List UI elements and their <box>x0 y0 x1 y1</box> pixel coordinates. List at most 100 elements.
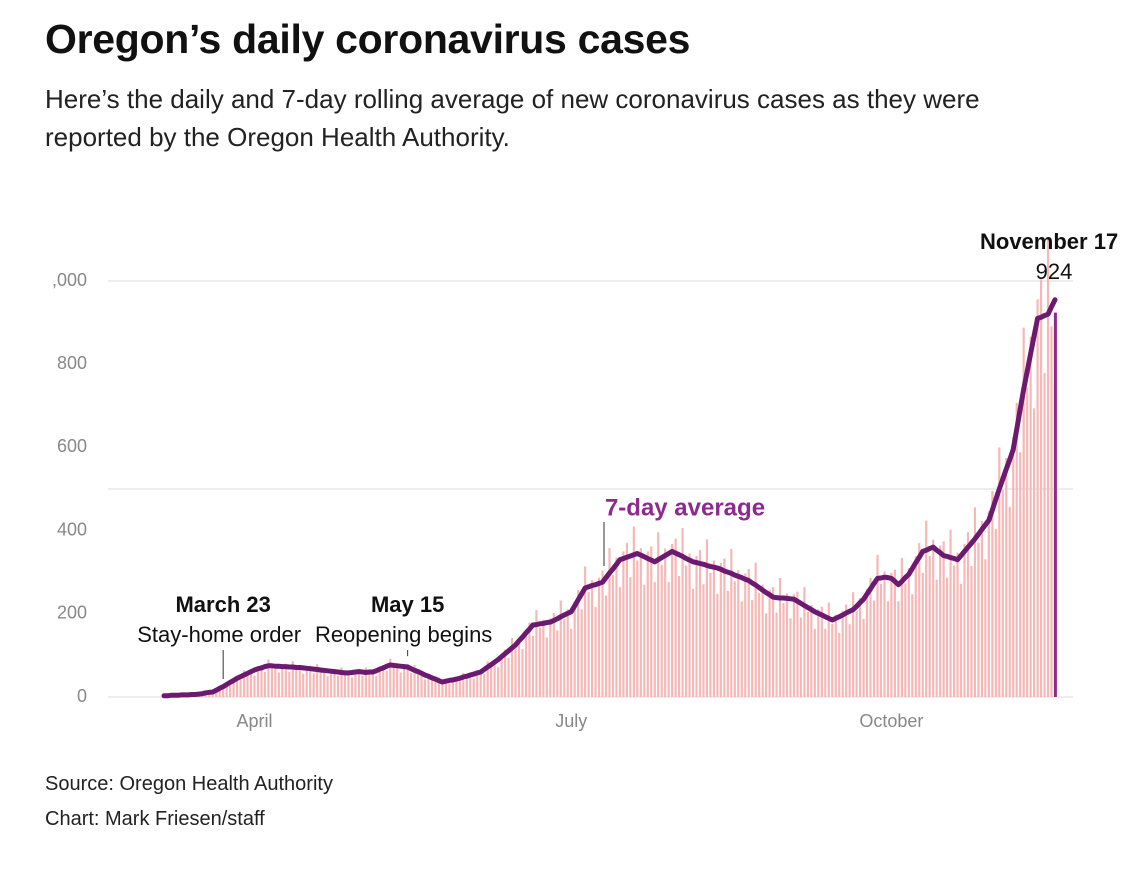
bar <box>646 551 649 697</box>
bar <box>312 673 315 697</box>
bar <box>803 587 806 697</box>
bar <box>556 630 559 697</box>
bar <box>740 601 743 697</box>
x-tick-label: April <box>236 711 272 731</box>
bar <box>925 520 928 697</box>
bar <box>845 604 848 697</box>
bar <box>737 570 740 697</box>
bar <box>719 563 722 697</box>
bar <box>758 593 761 697</box>
bar <box>559 600 562 697</box>
bar <box>316 664 319 697</box>
bar <box>378 667 381 697</box>
bar <box>653 582 656 697</box>
bar <box>253 675 256 697</box>
bar <box>949 529 952 697</box>
bar <box>712 560 716 697</box>
bar <box>897 601 900 697</box>
bar <box>284 663 287 697</box>
bar <box>1012 437 1015 697</box>
bar <box>1019 452 1022 697</box>
bar <box>1033 408 1036 697</box>
bar <box>855 610 858 697</box>
bar <box>984 559 987 697</box>
bar <box>1029 336 1032 697</box>
bar <box>611 575 615 697</box>
bar <box>747 568 750 697</box>
bar <box>594 607 597 697</box>
daily-bars <box>162 237 1057 697</box>
bar <box>357 669 361 697</box>
bar <box>771 587 775 697</box>
bar <box>281 664 284 697</box>
bar <box>218 686 221 697</box>
bar <box>991 491 994 697</box>
bar <box>664 548 667 697</box>
bar <box>260 664 263 697</box>
bar <box>580 609 583 697</box>
x-tick-label: October <box>859 711 923 731</box>
bar <box>946 577 949 697</box>
bar <box>778 578 782 697</box>
chart-subtitle: Here’s the daily and 7-day rolling avera… <box>45 84 980 152</box>
bar <box>1005 457 1008 697</box>
bar <box>956 552 959 697</box>
bar <box>538 627 541 697</box>
bar <box>765 613 768 697</box>
source-note: Source: Oregon Health Authority <box>45 773 333 795</box>
bar <box>615 557 618 697</box>
bar <box>650 546 653 697</box>
bar <box>636 560 639 697</box>
bar <box>625 543 629 697</box>
bar <box>399 672 402 697</box>
bar <box>671 543 674 697</box>
y-tick-label: 400 <box>57 519 87 539</box>
bar <box>782 602 785 697</box>
bar <box>416 672 420 697</box>
bar <box>831 623 834 697</box>
bar <box>483 673 486 697</box>
bar <box>382 664 385 697</box>
bar <box>469 673 472 697</box>
bar <box>517 637 521 697</box>
bar <box>761 584 764 697</box>
bar <box>597 577 601 697</box>
bar <box>698 550 702 697</box>
bar <box>852 592 855 697</box>
bar <box>385 670 388 697</box>
bar <box>410 672 413 697</box>
bar <box>817 609 820 697</box>
bar <box>563 619 566 697</box>
bar <box>838 632 841 697</box>
bar <box>643 584 646 697</box>
bar <box>552 612 555 697</box>
bar <box>434 681 437 697</box>
bar <box>451 679 454 697</box>
bar <box>403 664 406 697</box>
bar <box>437 677 441 697</box>
bar <box>678 575 681 697</box>
bar <box>681 528 684 697</box>
y-tick-label: 600 <box>57 436 87 456</box>
bar <box>980 521 984 697</box>
bar <box>326 676 329 697</box>
bar <box>309 665 312 697</box>
bar <box>406 664 409 697</box>
bar <box>872 600 876 697</box>
bar <box>820 606 823 697</box>
bar <box>590 580 594 697</box>
bar <box>632 526 635 697</box>
bar <box>998 447 1001 697</box>
bar <box>1039 279 1043 697</box>
bar <box>667 582 670 697</box>
bar <box>577 590 580 697</box>
bar <box>726 590 729 697</box>
bar <box>267 659 270 697</box>
bar <box>862 618 865 697</box>
bar <box>911 594 914 697</box>
bar <box>295 669 298 697</box>
bar <box>497 667 500 697</box>
annotation-text: Stay-home order <box>137 622 301 647</box>
bar <box>879 583 883 697</box>
